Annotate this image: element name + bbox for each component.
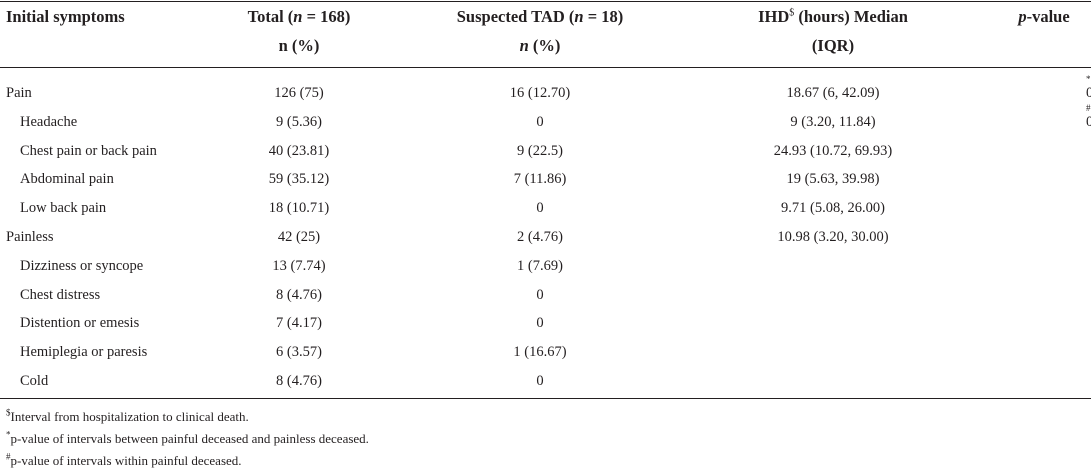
cell-total: 126 (75): [274, 85, 324, 101]
header-suspected-tad: Suspected TAD (n = 18) n (%): [456, 7, 624, 55]
row-label: Distention or emesis: [20, 315, 140, 332]
table-row: Chest distress 8 (4.76) 0: [0, 281, 1091, 309]
bottom-rule: [0, 398, 1091, 399]
footnote-hash: #p-value of intervals within painful dec…: [6, 451, 242, 468]
cell-ihd: 18.67 (6, 42.09): [786, 85, 880, 101]
table-row: Distention or emesis 7 (4.17) 0: [0, 309, 1091, 337]
cell-total: 8 (4.76): [276, 286, 322, 303]
row-label: Cold: [20, 373, 49, 389]
footnotes: $Interval from hospitalization to clinic…: [6, 406, 369, 472]
cell-suspected-tad: 16 (12.70): [509, 85, 571, 101]
cell-ihd: 24.93 (10.72, 69.93): [773, 142, 893, 159]
cell-total: 8 (4.76): [276, 373, 322, 389]
row-label: Abdominal pain: [20, 171, 114, 188]
cell-suspected-tad: 7 (11.86): [513, 171, 567, 188]
cell-suspected-tad: 1 (7.69): [517, 257, 563, 274]
header-p-value: p-value: [1018, 7, 1070, 26]
row-label: Low back pain: [20, 200, 107, 217]
table-row: Dizziness or syncope 13 (7.74) 1 (7.69): [0, 252, 1091, 280]
table-row: Painless 42 (25) 2 (4.76) 10.98 (3.20, 30.0…: [0, 223, 1091, 251]
cell-total: 9 (5.36): [276, 113, 322, 130]
cell-suspected-tad: 2 (4.76): [517, 229, 563, 245]
cell-suspected-tad: 0: [536, 200, 544, 217]
cell-ihd: 9 (3.20, 11.84): [790, 113, 876, 130]
cell-total: 13 (7.74): [272, 257, 326, 274]
cell-suspected-tad: 9 (22.5): [517, 142, 563, 159]
cell-suspected-tad: 1 (16.67): [513, 344, 567, 361]
cell-ihd: 9.71 (5.08, 26.00): [781, 200, 885, 217]
top-rule: [0, 1, 1091, 2]
table-row: Cold 8 (4.76) 0: [0, 367, 1091, 395]
row-label: Dizziness or syncope: [20, 257, 144, 274]
row-label: Hemiplegia or paresis: [20, 344, 148, 361]
cell-ihd: 19 (5.63, 39.98): [786, 171, 880, 188]
table-row: Low back pain 18 (10.71) 0 9.71 (5.08, 26.0…: [0, 194, 1091, 222]
cell-total: 59 (35.12): [268, 171, 330, 188]
row-label: Chest pain or back pain: [20, 142, 157, 159]
table-row: Chest pain or back pain 40 (23.81) 9 (22.5…: [0, 137, 1091, 165]
row-label: Chest distress: [20, 286, 101, 303]
header-initial-symptoms: Initial symptoms: [6, 7, 125, 26]
row-label: Headache: [20, 113, 78, 130]
cell-total: 42 (25): [277, 229, 321, 245]
header-rule: [0, 67, 1091, 68]
cell-total: 40 (23.81): [268, 142, 330, 159]
row-label: Pain: [6, 85, 32, 101]
cell-suspected-tad: 0: [536, 113, 544, 130]
table-row: Hemiplegia or paresis 6 (3.57) 1 (16.67): [0, 338, 1091, 366]
row-label: Painless: [6, 229, 54, 245]
cell-total: 6 (3.57): [276, 344, 322, 361]
header-total: Total (n = 168) n (%): [247, 7, 351, 55]
cell-total: 18 (10.71): [268, 200, 330, 217]
cell-total: 7 (4.17): [276, 315, 322, 332]
cell-suspected-tad: 0: [536, 315, 544, 332]
footnote-asterisk: *p-value of intervals between painful de…: [6, 429, 369, 446]
cell-suspected-tad: 0: [536, 286, 544, 303]
header-ihd-median: IHD$ (hours) Median (IQR): [758, 7, 908, 55]
cell-ihd: 10.98 (3.20, 30.00): [777, 229, 889, 245]
cell-suspected-tad: 0: [536, 373, 544, 389]
table-row: Abdominal pain 59 (35.12) 7 (11.86) 19 (5.6…: [0, 165, 1091, 193]
footnote-dollar: $Interval from hospitalization to clinic…: [6, 407, 249, 424]
